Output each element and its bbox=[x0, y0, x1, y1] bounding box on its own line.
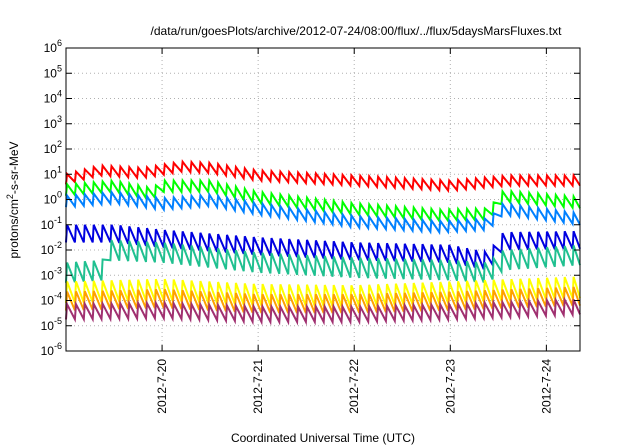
y-axis-label-rest: -s-sr-MeV bbox=[7, 141, 21, 194]
x-axis: 2012-7-20 2012-7-21 2012-7-22 2012-7-23 2012… bbox=[155, 48, 553, 414]
y-tick-label: 101 bbox=[44, 164, 62, 181]
y-tick-label: 105 bbox=[44, 63, 62, 80]
y-tick-label: 10-1 bbox=[41, 215, 62, 232]
y-tick-label: 104 bbox=[44, 89, 62, 106]
x-axis-label: Coordinated Universal Time (UTC) bbox=[231, 431, 415, 445]
y-tick-label: 106 bbox=[44, 38, 62, 55]
y-tick-label: 103 bbox=[44, 114, 62, 131]
series-line bbox=[65, 159, 581, 194]
y-tick-label: 10-3 bbox=[41, 265, 62, 282]
x-tick-label: 2012-7-24 bbox=[539, 359, 553, 414]
series-layer bbox=[65, 159, 581, 326]
y-axis: 10-6 10-5 10-4 10-3 10-2 10-1 100 101 102 103 104 1… bbox=[41, 38, 580, 358]
x-tick-label: 2012-7-21 bbox=[251, 359, 265, 414]
y-axis-label-sup: 2 bbox=[5, 194, 15, 199]
y-tick-label: 10-5 bbox=[41, 316, 62, 333]
series-line bbox=[65, 189, 581, 236]
y-tick-label: 102 bbox=[44, 139, 62, 156]
y-tick-label: 100 bbox=[44, 190, 62, 207]
series-line bbox=[65, 239, 581, 283]
series-line bbox=[65, 296, 581, 326]
series-line bbox=[65, 177, 581, 224]
x-tick-label: 2012-7-23 bbox=[443, 359, 457, 414]
y-axis-label-base: protons/cm bbox=[7, 199, 21, 258]
y-tick-label: 10-2 bbox=[41, 240, 62, 257]
x-tick-label: 2012-7-22 bbox=[347, 359, 361, 414]
y-tick-label: 10-4 bbox=[41, 291, 62, 308]
y-axis-label: protons/cm2-s-sr-MeV bbox=[5, 141, 21, 258]
y-tick-label: 10-6 bbox=[41, 341, 62, 358]
chart-title: /data/run/goesPlots/archive/2012-07-24/0… bbox=[151, 24, 563, 38]
x-tick-label: 2012-7-20 bbox=[155, 359, 169, 414]
